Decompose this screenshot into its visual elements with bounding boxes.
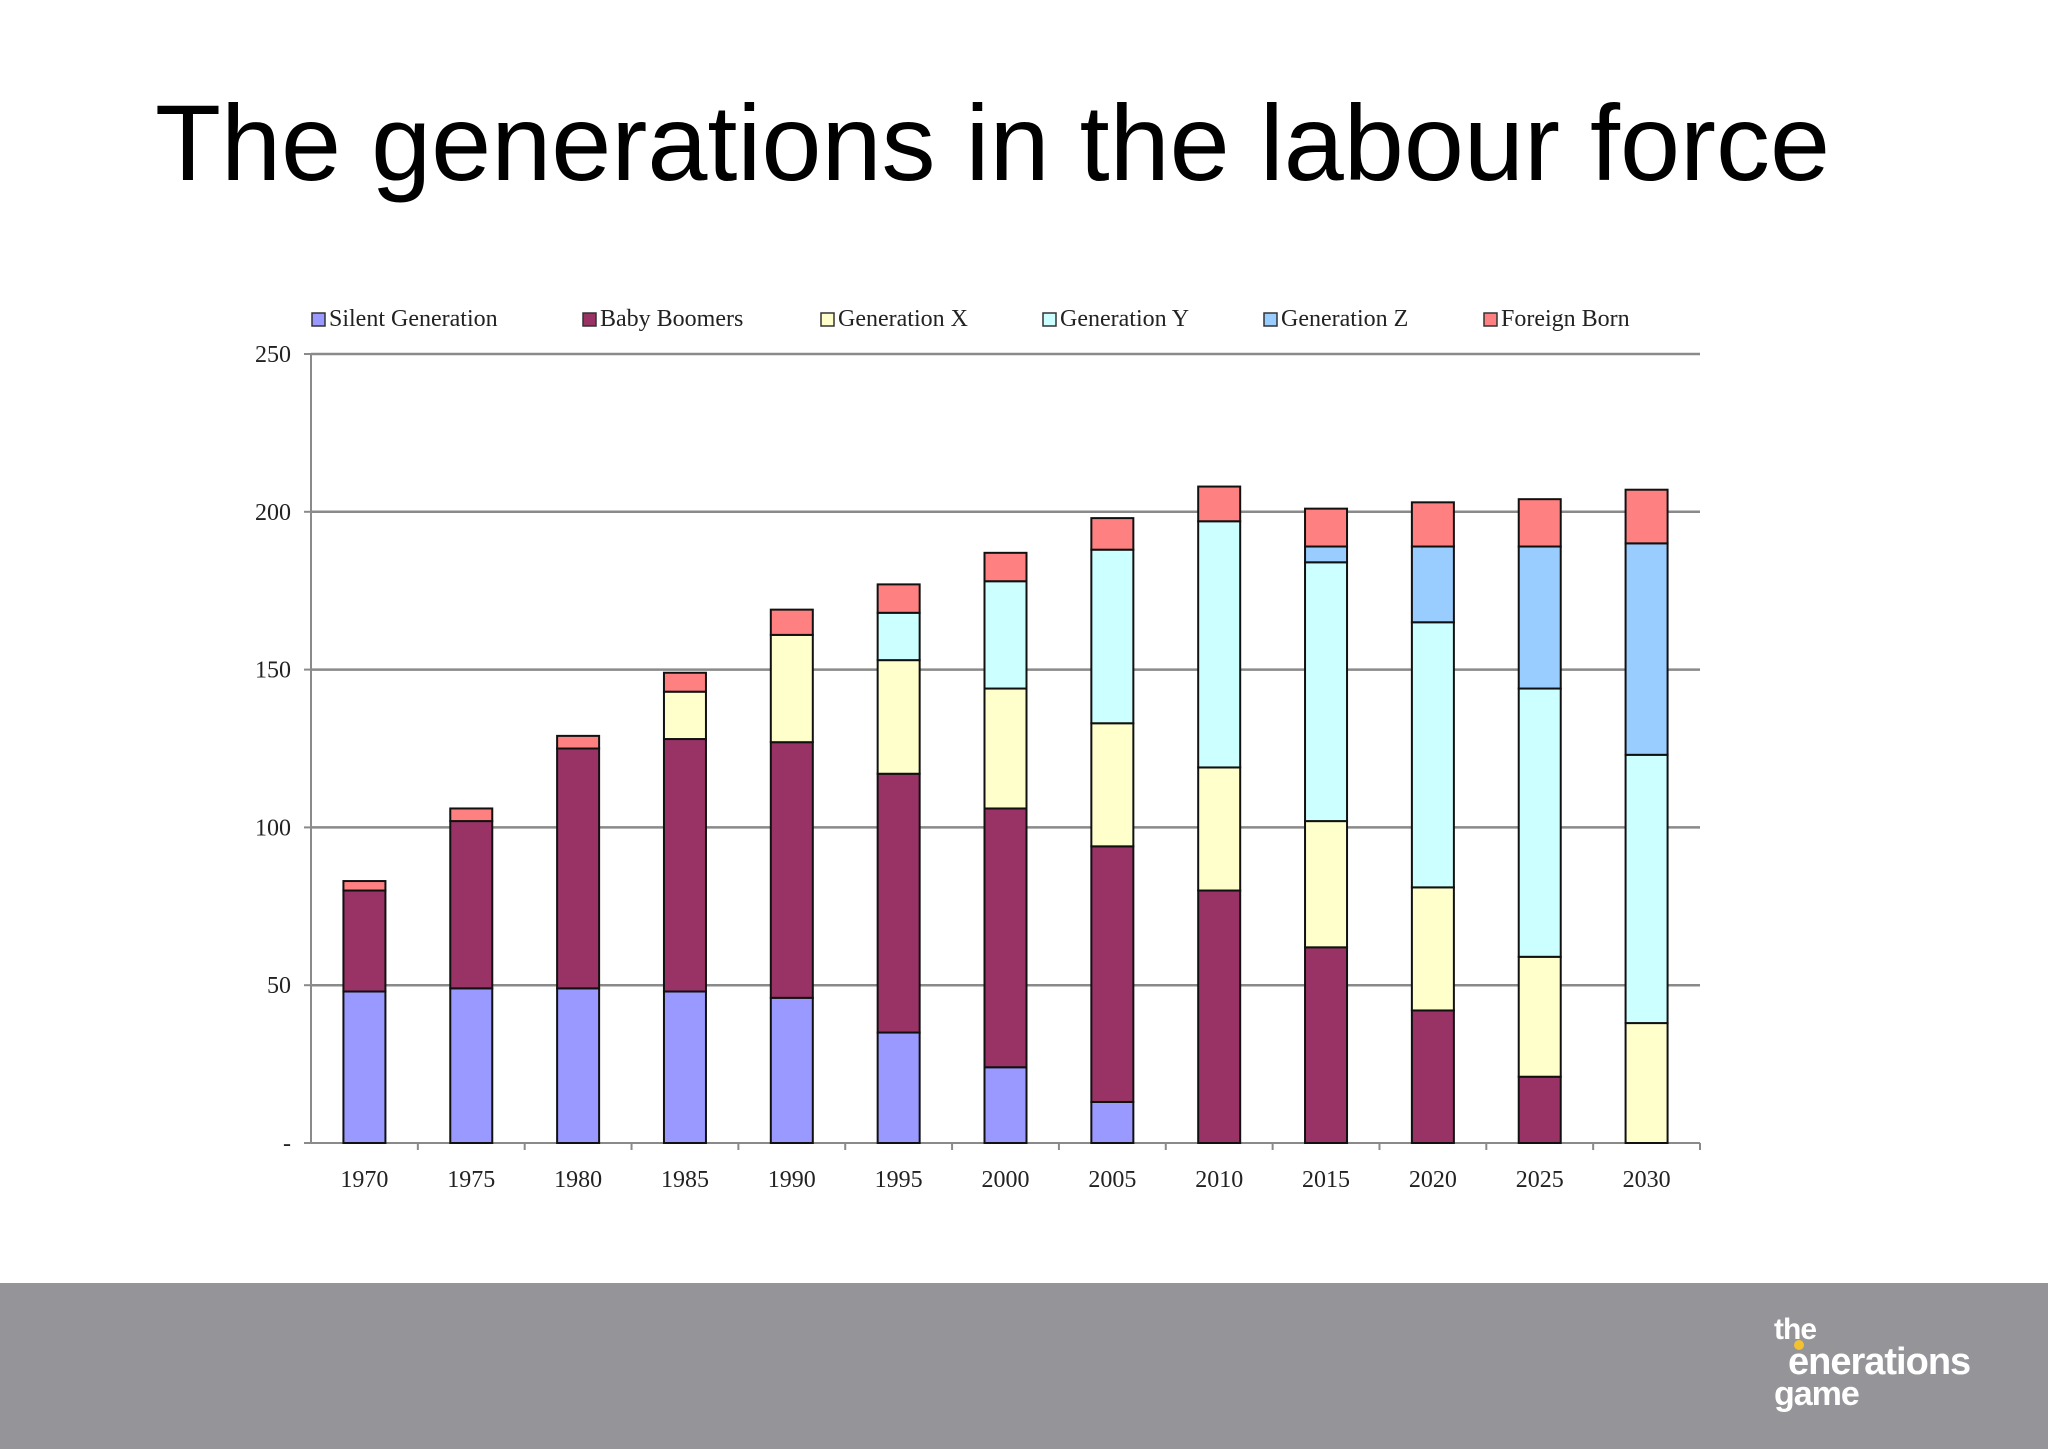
bar-segment bbox=[342, 990, 387, 1145]
legend-swatch bbox=[1263, 312, 1278, 327]
legend-label: Foreign Born bbox=[1501, 306, 1630, 332]
bar-segment bbox=[1410, 545, 1455, 624]
bar-segment bbox=[1304, 507, 1349, 548]
x-tick-label: 2000 bbox=[982, 1167, 1030, 1193]
x-tick-label: 1970 bbox=[340, 1167, 388, 1193]
bar-segment bbox=[876, 772, 921, 1034]
bar-segment bbox=[662, 690, 707, 741]
bar-segment bbox=[1304, 561, 1349, 823]
y-tick-label: 100 bbox=[255, 815, 291, 841]
bar-segment bbox=[1624, 488, 1669, 545]
bar-segment bbox=[876, 1031, 921, 1144]
y-tick-label: 50 bbox=[267, 973, 291, 999]
bar-segment bbox=[983, 1066, 1028, 1144]
bar-segment bbox=[1197, 485, 1242, 523]
bar-segment bbox=[1624, 542, 1669, 756]
bar-segment bbox=[1197, 889, 1242, 1145]
bar-segment bbox=[1304, 946, 1349, 1144]
x-tick-label: 2005 bbox=[1088, 1167, 1136, 1193]
bar-segment bbox=[556, 747, 601, 990]
bar-segment bbox=[1517, 1075, 1562, 1144]
bar-segment bbox=[1517, 687, 1562, 958]
bar-segment bbox=[1304, 820, 1349, 949]
bar-segment bbox=[1410, 501, 1455, 548]
x-tick-label: 2010 bbox=[1195, 1167, 1243, 1193]
logo-pacifier-icon bbox=[1794, 1340, 1804, 1350]
bar-segment bbox=[1410, 621, 1455, 889]
bar-segment bbox=[449, 987, 494, 1145]
bar-segment bbox=[1410, 886, 1455, 1012]
bar-segment bbox=[983, 580, 1028, 690]
bar-segment bbox=[983, 687, 1028, 810]
bar-segment bbox=[1197, 766, 1242, 892]
bar-segment bbox=[1304, 545, 1349, 564]
legend-swatch bbox=[820, 312, 835, 327]
bar-segment bbox=[876, 583, 921, 614]
chart-canvas: - 50 100 150 200 250 1970 1975 1980 1985 1990 1995 2… bbox=[255, 306, 1701, 1193]
bar-segment bbox=[662, 671, 707, 693]
y-tick-label: 200 bbox=[255, 500, 291, 526]
bar-segment bbox=[449, 807, 494, 823]
bar-segment bbox=[983, 551, 1028, 583]
bar-segment bbox=[1624, 753, 1669, 1025]
bar-segment bbox=[1624, 1022, 1669, 1145]
bar-segment bbox=[1090, 548, 1135, 725]
bar-segment bbox=[1517, 955, 1562, 1078]
bar-segment bbox=[449, 820, 494, 990]
legend-label: Silent Generation bbox=[329, 306, 498, 332]
bar-segment bbox=[342, 880, 387, 892]
bar-segment bbox=[876, 659, 921, 775]
bar-segment bbox=[1410, 1009, 1455, 1144]
legend-label: Generation Y bbox=[1060, 306, 1189, 332]
logo-game: game bbox=[1774, 1375, 1860, 1413]
bar-segment bbox=[1090, 1100, 1135, 1144]
legend-swatch bbox=[311, 312, 326, 327]
bar-segment bbox=[662, 738, 707, 993]
legend-label: Generation X bbox=[838, 306, 968, 332]
x-tick-label: 2015 bbox=[1302, 1167, 1350, 1193]
legend-swatch bbox=[1042, 312, 1057, 327]
bar-segment bbox=[1517, 498, 1562, 548]
logo-generations: enerations bbox=[1788, 1341, 1971, 1383]
slide-title: The generations in the labour force bbox=[155, 82, 1831, 203]
bar-segment bbox=[1090, 517, 1135, 551]
x-tick-label: 2025 bbox=[1516, 1167, 1564, 1193]
bar-segment bbox=[983, 807, 1028, 1069]
bar-segment bbox=[1197, 520, 1242, 769]
y-tick-label: 150 bbox=[255, 658, 291, 684]
footer-band bbox=[0, 1283, 2048, 1449]
bar-segment bbox=[769, 741, 814, 999]
bar-segment bbox=[1090, 845, 1135, 1103]
bar-segment bbox=[769, 996, 814, 1144]
legend-label: Generation Z bbox=[1281, 306, 1408, 332]
legend-swatch bbox=[1483, 312, 1498, 327]
bar-segment bbox=[556, 734, 601, 750]
bar-segment bbox=[876, 611, 921, 662]
bar-segment bbox=[662, 990, 707, 1145]
bar-segment bbox=[1090, 722, 1135, 848]
bar-segment bbox=[342, 889, 387, 993]
legend-swatch bbox=[582, 312, 597, 327]
bar-segment bbox=[556, 987, 601, 1145]
y-tick-label: - bbox=[283, 1131, 291, 1157]
x-tick-label: 1990 bbox=[768, 1167, 816, 1193]
x-tick-label: 2030 bbox=[1623, 1167, 1671, 1193]
x-tick-label: 1980 bbox=[554, 1167, 602, 1193]
bar-segment bbox=[769, 608, 814, 636]
bar-segment bbox=[769, 633, 814, 744]
x-tick-label: 1985 bbox=[661, 1167, 709, 1193]
x-tick-label: 1975 bbox=[447, 1167, 495, 1193]
stacked-bar-chart: - 50 100 150 200 250 1970 1975 1980 1985 1990 1995 2… bbox=[200, 280, 1800, 1280]
y-tick-label: 250 bbox=[255, 342, 291, 368]
generations-game-logo: the enerations game bbox=[1772, 1313, 1992, 1418]
legend-label: Baby Boomers bbox=[600, 306, 743, 332]
bar-segment bbox=[1517, 545, 1562, 690]
x-tick-label: 1995 bbox=[875, 1167, 923, 1193]
x-tick-label: 2020 bbox=[1409, 1167, 1457, 1193]
